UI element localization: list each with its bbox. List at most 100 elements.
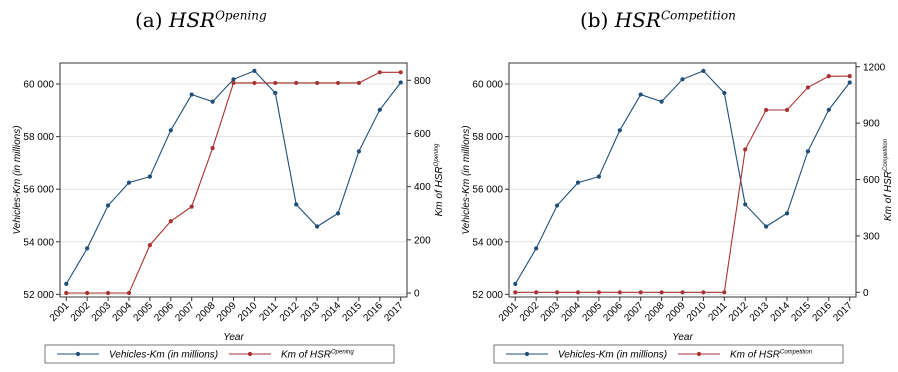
x-tick-label-0: 2001	[48, 300, 72, 324]
series-1-point-8	[680, 290, 685, 295]
left-tick-label-3: 58 000	[23, 132, 54, 143]
series-0-point-1	[85, 246, 90, 251]
series-1-point-5	[617, 290, 622, 295]
x-tick-label-11: 2012	[727, 300, 751, 324]
legend-marker-0	[524, 351, 530, 357]
x-tick-label-1: 2002	[518, 300, 542, 324]
series-0-point-8	[680, 77, 685, 82]
x-axis-title: Year	[223, 332, 244, 343]
x-tick-label-9: 2010	[685, 300, 709, 324]
series-0-point-10	[722, 90, 727, 96]
x-tick-label-5: 2006	[601, 300, 625, 324]
x-tick-label-7: 2008	[194, 300, 218, 324]
caption-a-sup: Opening	[215, 8, 267, 23]
series-0-point-16	[398, 80, 403, 85]
x-tick-label-15: 2016	[810, 300, 834, 324]
x-tick-label-12: 2013	[299, 300, 323, 324]
series-1-point-3	[126, 290, 132, 296]
right-tick-label-4: 1200	[863, 62, 886, 73]
right-tick-label-4: 800	[414, 76, 431, 87]
left-tick-label-1: 54 000	[472, 237, 503, 248]
right-axis-title: Km of HSROpening	[434, 143, 445, 216]
x-tick-label-4: 2005	[131, 300, 155, 324]
left-tick-label-2: 56 000	[23, 185, 54, 196]
chart-panel-b: 52 000 54 000 56 000 58 000 60 000 0 300 600 900…	[461, 62, 894, 364]
series-1-point-2	[554, 290, 560, 295]
series-1-point-4	[147, 243, 152, 248]
series-0-point-7	[659, 99, 664, 104]
legend-label-1: Km of HSRCompetition	[730, 350, 813, 361]
right-tick-label-2: 600	[863, 175, 880, 186]
series-0-point-10	[273, 90, 278, 96]
left-axis-title: Vehicles-Km (in millions)	[461, 125, 472, 234]
series-1-point-4	[596, 290, 601, 295]
series-1-point-2	[105, 290, 111, 296]
series-0-point-0	[64, 281, 69, 286]
x-tick-label-11: 2012	[278, 300, 302, 324]
caption-a-main: HSR	[168, 8, 216, 32]
series-0-point-15	[377, 107, 382, 112]
right-tick-label-1: 200	[414, 235, 431, 246]
x-tick-label-6: 2007	[173, 300, 197, 324]
left-axis-title: Vehicles-Km (in millions)	[12, 125, 23, 234]
series-1-point-7	[659, 290, 664, 295]
series-0-point-0	[513, 281, 518, 286]
x-tick-label-2: 2003	[539, 300, 563, 324]
series-0-point-6	[638, 92, 643, 97]
left-tick-label-4: 60 000	[23, 80, 54, 91]
series-1-point-1	[534, 290, 539, 295]
series-1-point-9	[701, 290, 706, 295]
series-1-point-11	[294, 80, 299, 86]
right-tick-label-3: 900	[863, 119, 880, 130]
series-0-point-2	[554, 203, 560, 208]
series-1-point-11	[743, 147, 748, 152]
series-1-point-1	[85, 290, 90, 296]
legend-label-0: Vehicles-Km (in millions)	[109, 350, 218, 361]
x-tick-label-4: 2005	[580, 300, 604, 324]
caption-b-main: HSR	[614, 8, 661, 32]
left-tick-label-0: 52 000	[23, 290, 54, 301]
caption-b-prefix: (b)	[580, 8, 615, 32]
series-0-point-14	[805, 149, 811, 154]
x-tick-label-7: 2008	[643, 300, 667, 324]
x-tick-label-16: 2017	[382, 300, 406, 324]
x-tick-label-14: 2015	[341, 300, 365, 324]
left-tick-label-1: 54 000	[23, 237, 54, 248]
x-tick-label-10: 2011	[257, 300, 280, 323]
series-1-point-0	[64, 290, 69, 296]
legend-marker-1	[247, 351, 253, 357]
series-1-point-3	[575, 290, 581, 295]
series-1-point-12	[764, 107, 769, 113]
series-0-point-4	[147, 174, 152, 179]
caption-a-prefix: (a)	[135, 8, 169, 32]
x-tick-label-2: 2003	[90, 300, 114, 324]
series-0-point-15	[826, 107, 831, 112]
x-tick-label-8: 2009	[215, 300, 239, 324]
series-0-point-12	[315, 224, 320, 229]
caption-b-sup: Competition	[660, 8, 736, 23]
series-0-point-11	[294, 202, 299, 207]
right-tick-label-3: 600	[414, 129, 431, 140]
series-0-point-4	[596, 174, 601, 179]
left-tick-label-4: 60 000	[472, 80, 503, 91]
series-1-point-13	[784, 107, 790, 113]
series-1-point-10	[273, 80, 278, 86]
x-tick-label-13: 2014	[320, 300, 344, 324]
series-0-point-6	[189, 92, 194, 97]
series-1-point-16	[398, 70, 403, 75]
series-0-point-1	[534, 246, 539, 251]
legend-marker-1	[696, 351, 702, 357]
legend-label-1: Km of HSROpening	[281, 350, 354, 361]
x-tick-label-16: 2017	[831, 300, 855, 324]
x-axis-title: Year	[672, 332, 693, 343]
series-1-point-9	[252, 80, 257, 86]
legend-box	[44, 344, 395, 364]
legend-box	[493, 344, 844, 364]
series-1-point-15	[826, 74, 831, 79]
series-0-point-7	[210, 99, 215, 104]
series-1-point-6	[638, 290, 643, 295]
series-0-point-14	[356, 149, 362, 154]
series-0-point-2	[105, 203, 111, 208]
legend-label-0: Vehicles-Km (in millions)	[558, 350, 667, 361]
